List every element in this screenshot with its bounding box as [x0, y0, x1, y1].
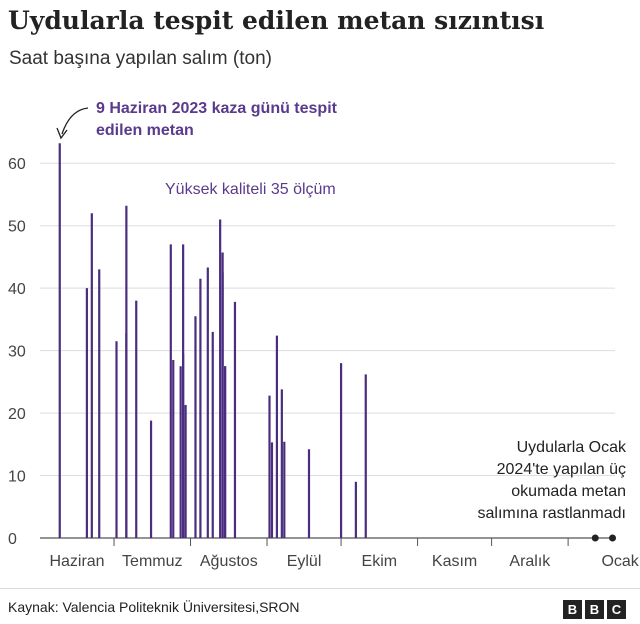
source-note: Kaynak: Valencia Politeknik Üniversitesi… — [8, 599, 300, 615]
annotation-arrow — [61, 107, 89, 135]
bbc-logo: B B C — [563, 600, 626, 619]
january-note-line: salımına rastlanmadı — [477, 505, 626, 522]
x-tick-label: Eylül — [287, 553, 322, 570]
quality-note: Yüksek kaliteli 35 ölçüm — [165, 181, 336, 198]
chart-title: Uydularla tespit edilen metan sızıntısı — [8, 6, 545, 35]
grid-layer: 0 10 20 30 40 50 60 — [8, 156, 615, 548]
y-tick-label: 50 — [8, 219, 26, 236]
x-tick-label: Haziran — [49, 553, 104, 570]
january-note-line: okumada metan — [511, 483, 626, 500]
accident-annotation-line1: 9 Haziran 2023 kaza günü tespit — [96, 100, 338, 117]
y-tick-label: 10 — [8, 469, 26, 486]
annotation-arrowhead — [56, 127, 68, 140]
y-tick-label: 20 — [8, 406, 26, 423]
y-tick-label: 60 — [8, 156, 26, 173]
annotation-layer: 9 Haziran 2023 kaza günü tespit edilen me… — [56, 100, 627, 522]
accident-annotation-line2: edilen metan — [96, 122, 194, 139]
zero-reading-dot — [609, 534, 617, 542]
january-note-line: 2024'te yapılan üç — [497, 461, 626, 478]
bbc-logo-letter-b2: B — [585, 600, 604, 619]
bars-layer — [58, 143, 617, 542]
zero-reading-dot — [591, 534, 599, 542]
x-tick-label: Kasım — [432, 553, 477, 570]
bbc-logo-letter-b1: B — [563, 600, 582, 619]
bbc-logo-letter-c: C — [607, 600, 626, 619]
january-note-line: Uydularla Ocak — [517, 439, 627, 456]
x-tick-label: Aralık — [509, 553, 551, 570]
x-tick-label: Temmuz — [122, 553, 182, 570]
x-tick-label: Ağustos — [200, 553, 258, 570]
y-tick-label: 0 — [8, 531, 17, 548]
y-tick-label: 40 — [8, 281, 26, 298]
chart-subtitle: Saat başına yapılan salım (ton) — [9, 48, 272, 69]
x-tick-label: Ekim — [362, 553, 398, 570]
footer-divider — [0, 588, 640, 589]
x-axis: Haziran Temmuz Ağustos Eylül Ekim Kasım Aralık… — [49, 538, 640, 570]
methane-chart: 0 10 20 30 40 50 60 Haziran Temmuz Ağustos Eylül E… — [8, 100, 640, 570]
x-tick-label: Ocak — [601, 553, 639, 570]
y-tick-label: 30 — [8, 344, 26, 361]
